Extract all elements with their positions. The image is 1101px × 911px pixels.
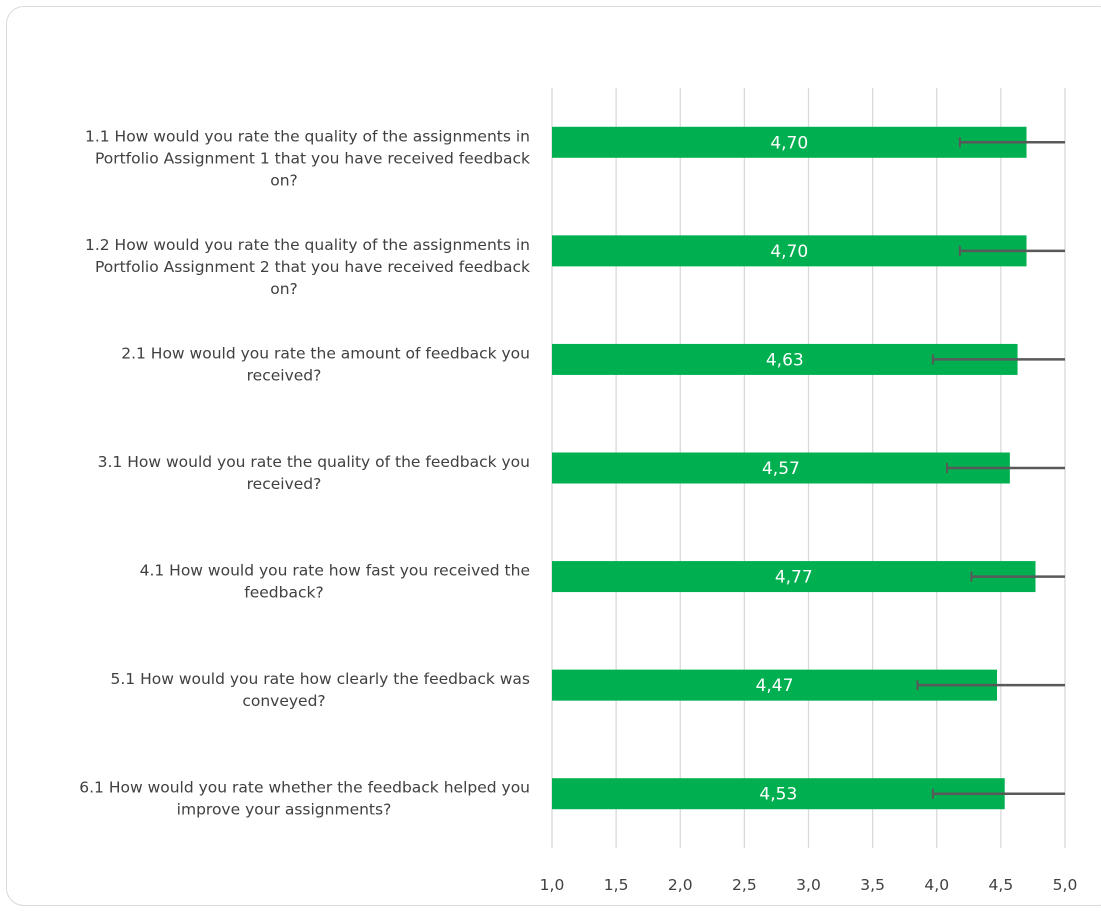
category-labels: 1.1 How would you rate the quality of th… xyxy=(79,127,530,818)
bar xyxy=(552,778,1005,810)
bar xyxy=(552,452,1010,484)
category-label: 1.1 How would you rate the quality of th… xyxy=(85,127,530,189)
x-axis-tick-labels: 1,0 1,5 2,0 2,5 3,0 3,5 4,0 4,5 5,0 xyxy=(540,876,1078,894)
category-label: 2.1 How would you rate the amount of fee… xyxy=(121,344,530,384)
x-tick-label: 5,0 xyxy=(1053,876,1078,894)
x-tick-label: 4,0 xyxy=(924,876,949,894)
x-tick-label: 3,5 xyxy=(860,876,885,894)
bar xyxy=(552,561,1036,593)
error-bars xyxy=(916,137,1065,799)
category-label: 1.2 How would you rate the quality of th… xyxy=(85,236,530,298)
x-tick-label: 4,5 xyxy=(989,876,1014,894)
x-tick-label: 2,0 xyxy=(668,876,693,894)
data-label: 4,53 xyxy=(759,785,797,805)
category-label: 6.1 How would you rate whether the feedb… xyxy=(79,779,530,819)
x-tick-label: 1,0 xyxy=(540,876,565,894)
category-label: 3.1 How would you rate the quality of th… xyxy=(98,453,530,493)
data-label: 4,63 xyxy=(766,350,804,370)
x-tick-label: 1,5 xyxy=(604,876,629,894)
bar xyxy=(552,235,1027,267)
data-label: 4,77 xyxy=(775,568,813,588)
data-label: 4,70 xyxy=(770,133,808,153)
x-tick-label: 3,0 xyxy=(796,876,821,894)
category-label: 4.1 How would you rate how fast you rece… xyxy=(140,562,530,602)
data-label: 4,47 xyxy=(756,676,794,696)
data-label: 4,70 xyxy=(770,242,808,262)
category-label: 5.1 How would you rate how clearly the f… xyxy=(111,670,531,710)
data-labels: 4,70 4,70 4,63 4,57 4,77 4,47 4,53 xyxy=(756,133,813,804)
x-tick-label: 2,5 xyxy=(732,876,757,894)
data-label: 4,57 xyxy=(762,459,800,479)
bar xyxy=(552,126,1027,158)
